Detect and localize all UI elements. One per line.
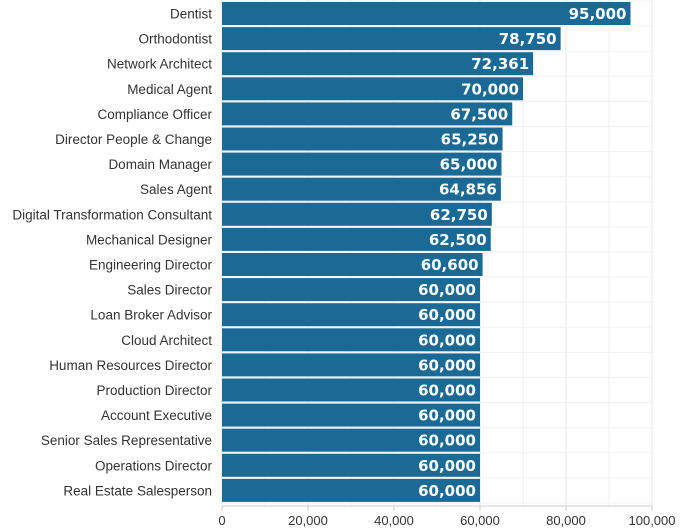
bar	[222, 328, 480, 352]
category-label: Sales Director	[127, 283, 212, 298]
x-tick-label: 20,000	[288, 513, 328, 528]
category-labels: Dentist Orthodontist Network Architect Medi…	[12, 7, 212, 499]
category-label: Mechanical Designer	[86, 232, 213, 247]
category-label: Domain Manager	[108, 157, 212, 172]
value-label: 65,000	[440, 156, 498, 174]
bar	[222, 428, 480, 452]
bar	[222, 227, 491, 251]
value-label: 62,750	[430, 206, 488, 224]
x-tick-label: 0	[218, 513, 225, 528]
value-label: 60,000	[418, 457, 476, 475]
value-label: 60,000	[418, 432, 476, 450]
bar	[222, 2, 631, 25]
value-label: 62,500	[429, 231, 487, 249]
bar	[222, 378, 480, 402]
value-label: 60,600	[421, 256, 479, 274]
bar	[222, 152, 502, 176]
value-label: 60,000	[418, 331, 476, 349]
category-label: Engineering Director	[89, 258, 213, 273]
value-label: 95,000	[569, 5, 627, 23]
category-label: Human Resources Director	[49, 358, 212, 373]
bar	[222, 127, 503, 151]
value-label: 60,000	[418, 407, 476, 425]
bar	[222, 177, 501, 201]
value-label: 72,361	[471, 55, 529, 73]
bars-layer	[222, 2, 631, 502]
bar	[222, 403, 480, 427]
category-label: Operations Director	[95, 458, 213, 473]
value-label: 60,000	[418, 482, 476, 500]
bar	[222, 77, 523, 101]
x-tick-label: 100,000	[629, 513, 676, 528]
bar	[222, 353, 480, 377]
bar	[222, 453, 480, 477]
category-label: Director People & Change	[55, 132, 212, 147]
x-tick-label: 80,000	[546, 513, 586, 528]
bar	[222, 102, 513, 126]
category-label: Account Executive	[101, 408, 212, 423]
value-label: 60,000	[418, 356, 476, 374]
category-label: Orthodontist	[138, 32, 212, 47]
value-label: 60,000	[418, 306, 476, 324]
x-tick-label: 60,000	[460, 513, 500, 528]
value-label: 64,856	[439, 181, 497, 199]
x-axis: 0 20,000 40,000 60,000 80,000 100,000	[218, 505, 676, 528]
bar	[222, 52, 534, 76]
bar	[222, 202, 492, 226]
bar	[222, 303, 480, 327]
value-label: 67,500	[450, 105, 508, 123]
category-label: Medical Agent	[127, 82, 212, 97]
category-label: Sales Agent	[140, 182, 212, 197]
value-label: 60,000	[418, 382, 476, 400]
category-label: Production Director	[96, 383, 212, 398]
category-label: Compliance Officer	[97, 107, 212, 122]
category-label: Dentist	[170, 7, 212, 22]
bar	[222, 278, 480, 302]
bar	[222, 27, 561, 51]
value-label: 70,000	[461, 80, 519, 98]
value-label: 78,750	[499, 30, 557, 48]
bar	[222, 253, 483, 276]
category-label: Digital Transformation Consultant	[12, 207, 212, 222]
category-label: Loan Broker Advisor	[90, 308, 212, 323]
x-tick-label: 40,000	[374, 513, 414, 528]
category-label: Network Architect	[107, 57, 212, 72]
value-labels: 95,000 78,750 72,361 70,000 67,500 65,250 65,0…	[418, 5, 626, 500]
value-label: 65,250	[441, 131, 499, 149]
bar	[222, 478, 480, 502]
category-label: Senior Sales Representative	[41, 433, 212, 448]
category-label: Cloud Architect	[121, 333, 212, 348]
value-label: 60,000	[418, 281, 476, 299]
category-label: Real Estate Salesperson	[63, 483, 212, 498]
